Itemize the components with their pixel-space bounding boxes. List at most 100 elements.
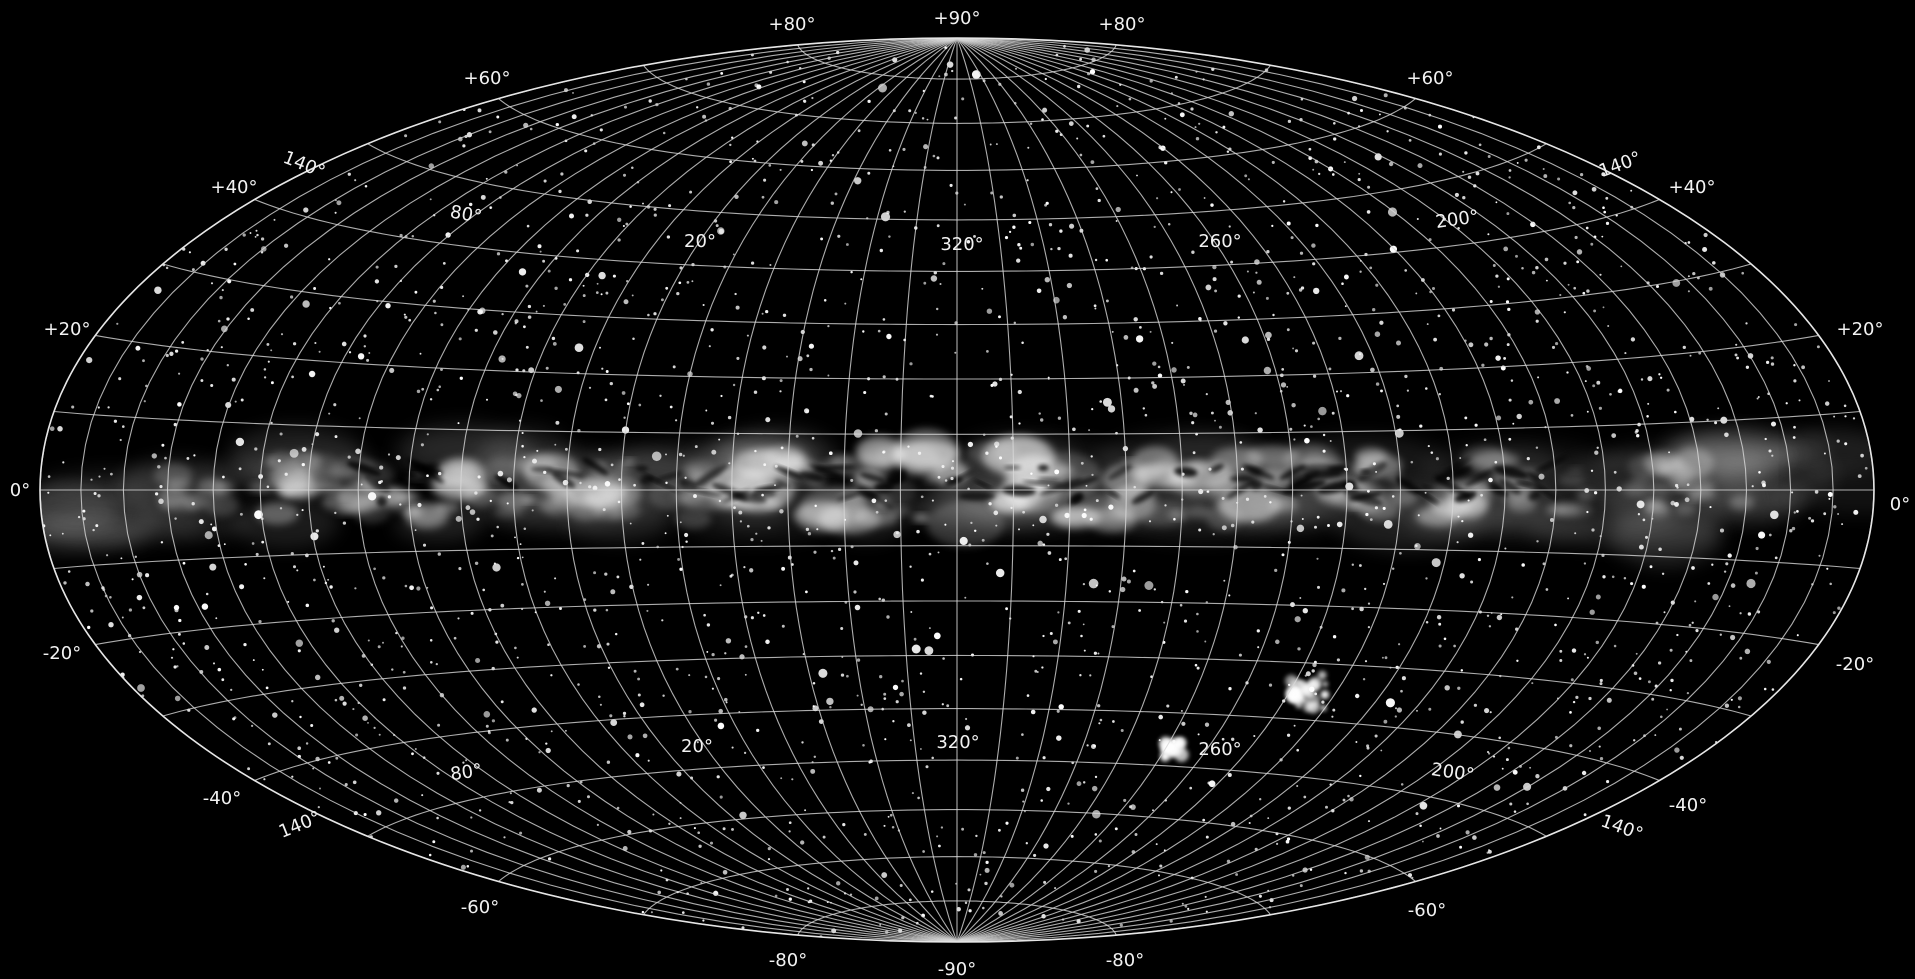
- star: [261, 540, 265, 544]
- star: [964, 596, 967, 599]
- star: [1707, 582, 1711, 585]
- star: [1126, 579, 1131, 584]
- star: [478, 809, 482, 812]
- star: [293, 565, 296, 569]
- star: [909, 739, 912, 742]
- star: [170, 656, 174, 659]
- star: [1280, 382, 1287, 388]
- star: [1294, 616, 1301, 623]
- star: [665, 453, 667, 456]
- dust-lane: [679, 479, 696, 488]
- star: [329, 585, 333, 589]
- star: [675, 667, 679, 671]
- star: [255, 552, 259, 556]
- star: [1443, 637, 1447, 641]
- star: [662, 131, 666, 135]
- star: [1654, 734, 1657, 737]
- star: [1173, 517, 1176, 521]
- star: [610, 463, 614, 467]
- star: [933, 632, 941, 640]
- star: [226, 364, 229, 367]
- star: [221, 289, 224, 292]
- star: [899, 883, 903, 888]
- star: [651, 451, 662, 462]
- star: [1311, 243, 1316, 248]
- star: [1590, 469, 1594, 472]
- star: [892, 684, 899, 691]
- star: [174, 517, 177, 520]
- dust-lane: [857, 489, 877, 499]
- star: [401, 636, 405, 640]
- star: [1832, 611, 1836, 615]
- star: [1194, 663, 1198, 667]
- star: [1286, 291, 1290, 295]
- star: [686, 281, 690, 284]
- star: [122, 425, 125, 428]
- dust-lane: [836, 492, 861, 501]
- star: [1287, 806, 1291, 810]
- star: [554, 577, 557, 580]
- star: [1091, 473, 1094, 477]
- star: [908, 898, 912, 902]
- star: [1508, 398, 1512, 402]
- star: [244, 563, 247, 566]
- star: [243, 642, 247, 647]
- dust-lane: [691, 464, 729, 489]
- star: [928, 627, 931, 630]
- star: [1369, 518, 1373, 521]
- star: [1736, 356, 1740, 360]
- star: [1624, 352, 1627, 355]
- star: [625, 222, 629, 226]
- star: [1572, 206, 1576, 210]
- star: [892, 720, 895, 723]
- star: [961, 97, 965, 101]
- star: [617, 217, 622, 222]
- star: [1687, 241, 1691, 244]
- star: [754, 83, 759, 88]
- star: [727, 415, 732, 420]
- star: [949, 183, 953, 187]
- star: [1204, 722, 1210, 727]
- star: [1207, 781, 1211, 785]
- star: [432, 299, 436, 303]
- star: [336, 200, 342, 206]
- star: [1678, 727, 1682, 731]
- star: [1248, 821, 1251, 825]
- star: [1271, 224, 1274, 228]
- meridian-line: [512, 38, 958, 942]
- star: [895, 700, 899, 704]
- star: [635, 753, 640, 758]
- star: [706, 82, 711, 86]
- star: [335, 756, 339, 760]
- star: [1496, 415, 1502, 421]
- star: [883, 697, 887, 700]
- star: [1611, 433, 1617, 438]
- star: [624, 105, 627, 109]
- star: [606, 642, 610, 646]
- star: [937, 551, 940, 554]
- dust-lane: [635, 465, 649, 472]
- star: [1281, 553, 1285, 557]
- meridian-line: [956, 38, 1294, 942]
- milky-way-cloud: [1168, 510, 1184, 519]
- star: [399, 233, 403, 238]
- star: [703, 613, 706, 617]
- star: [1666, 388, 1670, 392]
- star: [63, 581, 67, 585]
- star: [750, 538, 754, 542]
- star: [938, 75, 941, 78]
- star: [660, 869, 663, 872]
- star: [1230, 260, 1234, 264]
- star: [1359, 774, 1362, 778]
- star: [1595, 594, 1601, 600]
- star: [891, 826, 895, 829]
- star: [676, 291, 680, 296]
- milky-way-glow: [1609, 504, 1722, 567]
- dust-lane: [1131, 490, 1155, 505]
- star: [1666, 708, 1669, 711]
- star: [1329, 440, 1332, 442]
- star: [1686, 691, 1690, 695]
- star: [1097, 704, 1101, 708]
- star: [867, 99, 871, 104]
- star: [950, 466, 955, 470]
